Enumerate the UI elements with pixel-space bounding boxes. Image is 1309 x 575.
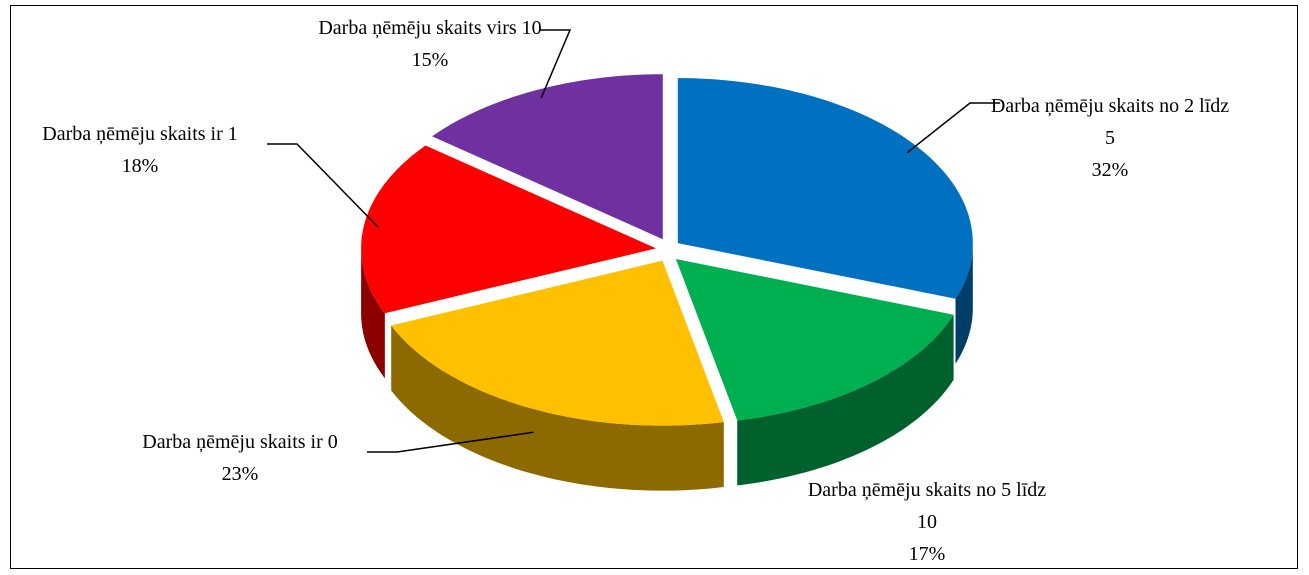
value-label: 18% (121, 155, 159, 177)
slice-side (737, 314, 954, 486)
value-label: 32% (1091, 159, 1129, 181)
value-label: 23% (221, 463, 259, 485)
slice-label: Darba ņēmēju skaits virs 10 15% (305, 12, 555, 76)
slice-side (955, 243, 973, 364)
slice-label: Darba ņēmēju skaits no 2 līdz 5 32% (990, 90, 1230, 186)
category-label: Darba ņēmēju skaits ir 1 (42, 123, 238, 145)
slice (675, 259, 954, 421)
chart-frame (10, 5, 1298, 569)
category-label: Darba ņēmēju skaits no 2 līdz 5 (990, 95, 1230, 149)
category-label: Darba ņēmēju skaits no 5 līdz 10 (807, 479, 1047, 533)
slice (391, 260, 724, 426)
value-label: 17% (908, 543, 946, 565)
leader-line (906, 102, 1000, 154)
leader-line (267, 143, 379, 228)
category-label: Darba ņēmēju skaits virs 10 (318, 17, 542, 39)
slice (361, 145, 657, 314)
category-label: Darba ņēmēju skaits ir 0 (142, 431, 338, 453)
leader-line (540, 29, 572, 99)
value-label: 15% (411, 49, 449, 71)
slice-side (361, 248, 385, 379)
slice (432, 74, 663, 240)
slice-label: Darba ņēmēju skaits no 5 līdz 10 17% (807, 474, 1047, 570)
slice-label: Darba ņēmēju skaits ir 1 18% (5, 118, 275, 182)
slice (677, 78, 973, 299)
leader-line (367, 431, 534, 453)
slice-side (391, 325, 724, 491)
slice-label: Darba ņēmēju skaits ir 0 23% (105, 426, 375, 490)
